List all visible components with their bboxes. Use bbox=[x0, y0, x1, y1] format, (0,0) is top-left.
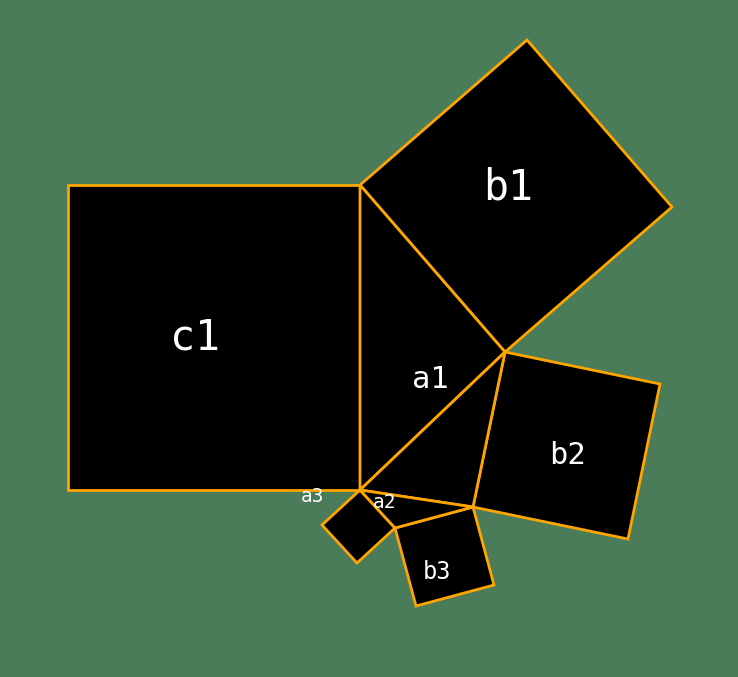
Polygon shape bbox=[360, 490, 473, 528]
Polygon shape bbox=[360, 40, 672, 352]
Polygon shape bbox=[322, 490, 395, 563]
Text: c1: c1 bbox=[170, 316, 220, 358]
Polygon shape bbox=[360, 352, 505, 507]
Text: a2: a2 bbox=[373, 494, 397, 512]
Polygon shape bbox=[473, 352, 660, 539]
Text: a1: a1 bbox=[412, 366, 449, 395]
Text: b2: b2 bbox=[548, 441, 585, 470]
Polygon shape bbox=[395, 507, 494, 606]
Text: a3: a3 bbox=[301, 487, 325, 506]
Text: b1: b1 bbox=[483, 167, 533, 209]
Polygon shape bbox=[68, 185, 360, 490]
Text: b3: b3 bbox=[423, 560, 451, 584]
Polygon shape bbox=[360, 185, 505, 490]
